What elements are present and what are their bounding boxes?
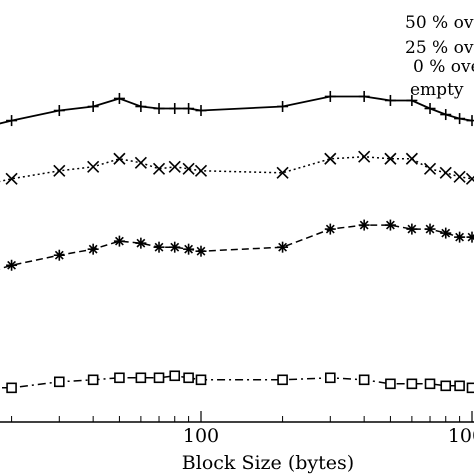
data-point <box>182 162 195 175</box>
data-point <box>5 172 18 185</box>
data-point <box>358 90 370 102</box>
data-point <box>53 164 66 177</box>
data-point <box>454 113 466 125</box>
series-3 <box>0 370 474 394</box>
series-layer <box>0 90 474 394</box>
data-point <box>134 156 147 169</box>
data-point <box>358 374 370 386</box>
data-point <box>195 245 207 257</box>
series-line <box>0 95 473 125</box>
data-point <box>406 223 418 235</box>
data-point <box>169 103 181 115</box>
series-0 <box>0 90 474 127</box>
legend-entry-label: 0 % overlap <box>413 57 474 77</box>
data-point <box>277 241 289 253</box>
data-point <box>113 152 126 165</box>
data-point <box>87 374 99 386</box>
data-point <box>6 115 18 127</box>
data-point <box>466 115 474 127</box>
data-point <box>6 382 17 394</box>
data-point <box>169 241 181 253</box>
data-point <box>439 166 452 179</box>
data-point <box>454 380 465 392</box>
data-point <box>87 243 99 255</box>
data-point <box>324 372 336 384</box>
data-point <box>168 160 181 173</box>
data-point <box>169 370 181 382</box>
data-point <box>113 92 125 104</box>
data-point <box>440 227 452 239</box>
data-point <box>277 374 288 386</box>
series-2 <box>0 219 474 271</box>
data-point <box>384 94 396 106</box>
data-point <box>465 172 474 185</box>
data-point <box>424 223 436 235</box>
data-point <box>183 243 195 255</box>
data-point <box>276 166 289 179</box>
data-point <box>53 249 65 261</box>
data-point <box>153 241 165 253</box>
data-point <box>384 219 396 231</box>
data-point <box>440 380 452 392</box>
legend-entry-label: 50 % overlap <box>405 13 474 33</box>
data-point <box>385 378 396 390</box>
data-point <box>440 109 452 121</box>
data-point <box>195 105 207 117</box>
data-point <box>135 237 147 249</box>
data-point <box>324 90 336 102</box>
data-point <box>277 101 289 113</box>
data-point <box>113 235 125 247</box>
data-point <box>466 231 474 243</box>
data-point <box>324 152 337 165</box>
data-point <box>453 170 466 183</box>
data-point <box>153 103 165 115</box>
legend-entry-label: empty <box>410 80 464 100</box>
series-1 <box>0 150 474 185</box>
data-point <box>183 103 195 115</box>
series-line <box>0 375 473 389</box>
data-point <box>424 103 436 115</box>
data-point <box>466 382 474 394</box>
data-point <box>53 376 65 388</box>
data-point <box>405 152 418 165</box>
data-point <box>324 223 336 235</box>
legend-entry-label: 25 % overlap <box>405 38 474 58</box>
data-point <box>406 94 418 106</box>
data-point <box>358 150 371 163</box>
data-point <box>53 105 65 117</box>
data-point <box>358 219 370 231</box>
data-point <box>423 162 437 175</box>
data-point <box>195 374 207 386</box>
data-point <box>424 378 436 390</box>
data-point <box>135 372 147 384</box>
data-point <box>87 101 99 113</box>
data-point <box>6 259 18 271</box>
x-axis-title: Block Size (bytes) <box>182 452 354 474</box>
data-point <box>406 378 418 390</box>
x-tick-label: 1000 <box>448 425 474 447</box>
data-point <box>454 231 466 243</box>
data-point <box>153 372 165 384</box>
series-line <box>0 224 472 270</box>
data-point <box>135 101 147 113</box>
x-tick-label: 100 <box>183 425 219 447</box>
legend: 50 % overlap 25 % overlap0 % overlap empty <box>405 13 474 100</box>
data-point <box>384 152 397 165</box>
series-line <box>0 155 473 183</box>
data-point <box>114 372 125 384</box>
data-point <box>87 160 100 173</box>
data-point <box>152 162 166 175</box>
plot-axes: 100 1000 <box>0 411 474 447</box>
data-point <box>194 164 208 177</box>
data-point <box>183 372 194 384</box>
